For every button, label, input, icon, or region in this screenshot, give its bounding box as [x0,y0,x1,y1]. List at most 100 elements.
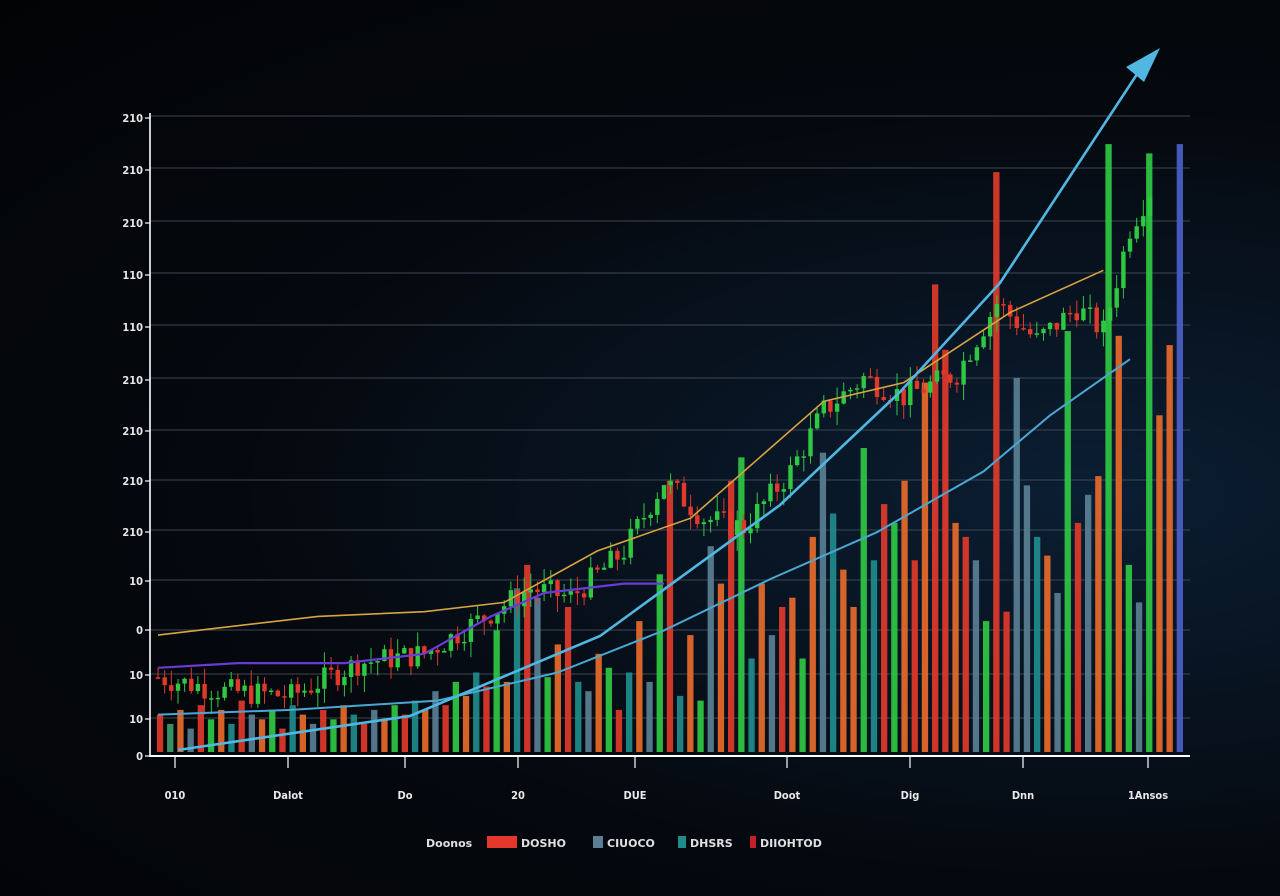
candle-body [222,686,227,698]
x-tick-label: Dnn [1012,789,1034,802]
moving-average-blue [157,358,1131,716]
candle-body [701,522,707,525]
candle-body [1121,251,1126,289]
volume-bar [1044,555,1051,752]
candle-body [315,688,320,693]
candle-body [395,653,400,668]
candle-body [175,683,181,691]
volume-bar [279,728,286,752]
volume-bar [1034,536,1041,752]
candle-body [468,619,474,642]
candle-body [974,347,980,361]
candle-body [908,380,913,406]
candle-body [821,400,826,414]
candle-body [209,698,214,700]
y-tick-label: 0 [136,624,143,637]
candle-body [854,388,860,390]
volume-bar [768,635,776,752]
candle-body [515,590,520,607]
volume-bar [411,700,419,752]
candle-body [641,518,647,520]
volume-bar [666,480,674,752]
volume-bar [360,723,368,752]
volume-bar [575,681,582,752]
volume-bar [911,560,918,752]
volume-bar [177,709,184,752]
candle-body [522,592,527,607]
volume-bar [1105,144,1112,753]
y-tick-label: 210 [122,164,143,177]
volume-bar [1074,522,1082,752]
candle-body [289,684,294,698]
candlesticks [155,193,1153,715]
volume-bar [1135,602,1143,752]
candle-body [868,376,873,378]
candle-body [814,413,820,429]
volume-bar [615,709,623,752]
legend-label: Doonos [426,837,473,850]
volume-bar [717,583,725,752]
candle-body [328,667,334,670]
candle-body [462,641,467,644]
candle-body [269,690,274,692]
volume-bars [156,144,1183,753]
volume-bar [779,607,786,752]
candle-body [408,648,414,667]
candle-body [928,381,933,393]
y-tick-label: 10 [129,713,143,726]
volume-bar [422,709,429,752]
candle-body [948,374,953,383]
candle-body [541,584,547,593]
candle-body [1008,304,1013,317]
candle-body [1014,316,1019,328]
volume-bar [207,719,215,752]
candle-body [375,661,380,663]
candle-body [535,589,540,593]
candle-body [215,697,221,700]
candle-body [735,520,740,535]
candle-body [182,678,187,684]
candle-body [249,685,254,704]
volume-bar [1064,331,1071,752]
volume-bar [656,574,663,752]
candle-body [861,376,866,389]
volume-bar [381,719,388,752]
candle-body [402,648,407,654]
volume-bar [972,560,980,752]
volume-bar [228,723,235,752]
candle-body [721,511,727,513]
y-tick-labels: 0 10 10 0 10 210 210 210 210 110 110 210 210 210 [122,112,150,763]
volume-bar [870,560,878,752]
legend-swatch [487,836,517,848]
volume-bar [401,714,408,752]
volume-bar [748,658,755,752]
axes [149,113,1190,757]
candle-body [775,483,780,492]
volume-bar [932,284,939,752]
volume-bar [320,709,327,752]
volume-bar [156,714,164,752]
volume-bar [687,635,694,752]
volume-bar [901,480,908,752]
volume-bar [840,569,847,752]
volume-bar [309,723,317,752]
legend-label: CIUOCO [607,837,655,850]
candle-body [1054,322,1059,330]
candle-body [1094,307,1099,333]
candle-body [1141,216,1146,227]
candle-body [981,336,986,348]
candle-body [575,591,580,594]
candle-body [968,360,973,362]
candle-body [415,646,420,667]
candle-body [881,397,886,400]
candle-body [1041,329,1046,334]
candle-body [781,489,786,492]
volume-bar [983,621,990,752]
candle-body [308,690,314,693]
legend: Doonos DOSHO CIUOCO DHSRS DIIOHTOD [426,836,822,850]
volume-bar [340,705,347,752]
legend-swatch [750,836,756,848]
candle-body [1087,307,1093,309]
candle-body [755,504,760,529]
candle-body [442,650,447,653]
